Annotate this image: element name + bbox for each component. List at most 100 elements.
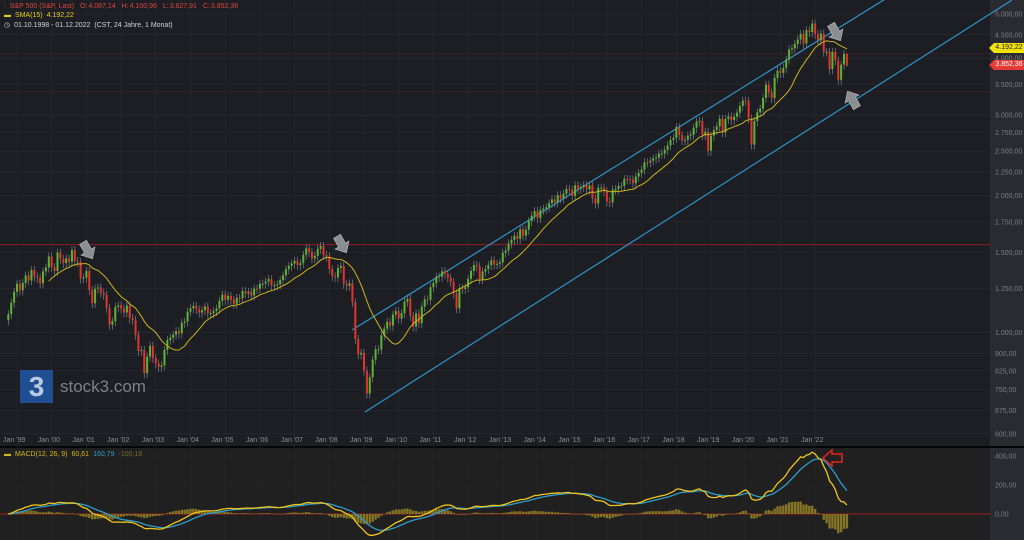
candle-up bbox=[481, 271, 484, 280]
candle-up bbox=[790, 48, 793, 50]
macd-histogram-bar bbox=[550, 511, 554, 514]
candle-down bbox=[357, 338, 360, 355]
candle-up bbox=[313, 255, 316, 259]
macd-histogram-bar bbox=[750, 514, 753, 519]
macd-histogram-bar bbox=[354, 514, 357, 522]
candle-down bbox=[452, 281, 455, 294]
candle-up bbox=[469, 270, 472, 279]
macd-histogram-bar bbox=[782, 505, 785, 514]
macd-histogram-bar bbox=[163, 514, 166, 515]
candle-down bbox=[322, 246, 325, 255]
macd-histogram-bar bbox=[547, 511, 551, 514]
candle-up bbox=[299, 263, 302, 266]
candle-down bbox=[744, 100, 747, 102]
candle-down bbox=[328, 256, 331, 270]
panel-divider[interactable] bbox=[0, 446, 1024, 448]
macd-histogram-bar bbox=[154, 514, 157, 517]
macd-histogram-bar bbox=[446, 510, 450, 514]
sma-label: SMA(15) bbox=[15, 12, 43, 19]
candle-up bbox=[96, 287, 99, 289]
candle-up bbox=[368, 377, 371, 394]
sma-line bbox=[48, 40, 848, 351]
candle-up bbox=[733, 116, 736, 121]
candle-down bbox=[27, 275, 30, 281]
y-tick-label: 750,00 bbox=[995, 387, 1017, 394]
candle-down bbox=[397, 311, 400, 319]
macd-histogram-bar bbox=[385, 512, 389, 514]
macd-histogram-bar bbox=[649, 511, 652, 514]
candle-up bbox=[429, 287, 432, 300]
candle-down bbox=[53, 266, 56, 271]
candle-up bbox=[669, 139, 672, 146]
macd-histogram-bar bbox=[192, 508, 195, 514]
macd-histogram-bar bbox=[180, 509, 184, 514]
low-value: 3.827,91 bbox=[169, 3, 197, 10]
candle-down bbox=[389, 321, 392, 326]
candle-down bbox=[455, 293, 458, 309]
macd-histogram-bar bbox=[643, 511, 646, 514]
candle-down bbox=[576, 185, 579, 189]
macd-histogram-bar bbox=[834, 514, 837, 530]
macd-histogram-bar bbox=[357, 514, 360, 523]
candle-up bbox=[203, 306, 206, 311]
macd-histogram-bar bbox=[732, 513, 736, 515]
x-tick-label: Jan '10 bbox=[385, 437, 407, 444]
candle-up bbox=[649, 160, 652, 163]
price-chart-panel[interactable] bbox=[0, 0, 990, 447]
macd-axis[interactable] bbox=[990, 448, 1024, 540]
candle-up bbox=[47, 256, 50, 268]
candle-down bbox=[128, 305, 131, 318]
y-tick-label: 825,00 bbox=[995, 368, 1017, 375]
candle-up bbox=[736, 112, 739, 117]
candle-up bbox=[788, 49, 791, 60]
macd-histogram-bar bbox=[313, 513, 317, 514]
candle-down bbox=[296, 260, 299, 266]
macd-histogram-bar bbox=[767, 509, 771, 514]
candle-up bbox=[316, 248, 319, 256]
macd-histogram-bar bbox=[169, 512, 172, 514]
macd-histogram-bar bbox=[724, 514, 727, 515]
macd-histogram-bar bbox=[50, 512, 53, 514]
arrow-down-icon bbox=[79, 239, 96, 260]
high-value: 4.100,96 bbox=[129, 3, 157, 10]
x-tick-label: Jan '11 bbox=[419, 437, 441, 444]
candle-up bbox=[513, 235, 516, 240]
candle-up bbox=[582, 185, 585, 188]
macd-histogram-bar bbox=[802, 504, 805, 514]
candle-up bbox=[692, 127, 695, 135]
candle-up bbox=[496, 263, 499, 265]
macd-histogram-bar bbox=[151, 514, 155, 517]
macd-histogram-bar bbox=[591, 514, 594, 517]
candle-up bbox=[276, 284, 279, 286]
macd-histogram-bar bbox=[651, 511, 655, 514]
candle-up bbox=[793, 43, 796, 49]
candle-up bbox=[186, 311, 189, 322]
candle-down bbox=[747, 100, 750, 119]
candle-down bbox=[143, 350, 146, 374]
candle-up bbox=[524, 229, 527, 236]
candle-down bbox=[151, 345, 154, 358]
macd-histogram-bar bbox=[137, 514, 140, 518]
macd-histogram-bar bbox=[255, 513, 259, 515]
candle-down bbox=[461, 288, 464, 290]
macd-histogram-bar bbox=[839, 514, 843, 533]
macd-histogram-bar bbox=[221, 511, 224, 514]
candle-down bbox=[68, 258, 71, 262]
histogram-value: -100,18 bbox=[118, 451, 143, 458]
price-axis[interactable] bbox=[990, 0, 1024, 447]
macd-histogram-bar bbox=[455, 514, 458, 515]
candle-up bbox=[663, 149, 666, 154]
macd-histogram-bar bbox=[602, 514, 606, 518]
y-tick-label: 4.000,00 bbox=[995, 56, 1022, 63]
macd-panel[interactable] bbox=[0, 448, 990, 540]
macd-histogram-bar bbox=[114, 514, 117, 519]
macd-histogram-bar bbox=[247, 513, 250, 514]
macd-histogram-bar bbox=[492, 513, 496, 514]
x-tick-label: Jan '22 bbox=[801, 437, 823, 444]
macd-histogram-bar bbox=[475, 512, 478, 514]
macd-histogram-bar bbox=[276, 514, 279, 515]
candle-up bbox=[773, 77, 776, 99]
macd-line bbox=[8, 451, 848, 536]
macd-histogram-bar bbox=[235, 513, 238, 514]
candle-up bbox=[562, 193, 565, 199]
